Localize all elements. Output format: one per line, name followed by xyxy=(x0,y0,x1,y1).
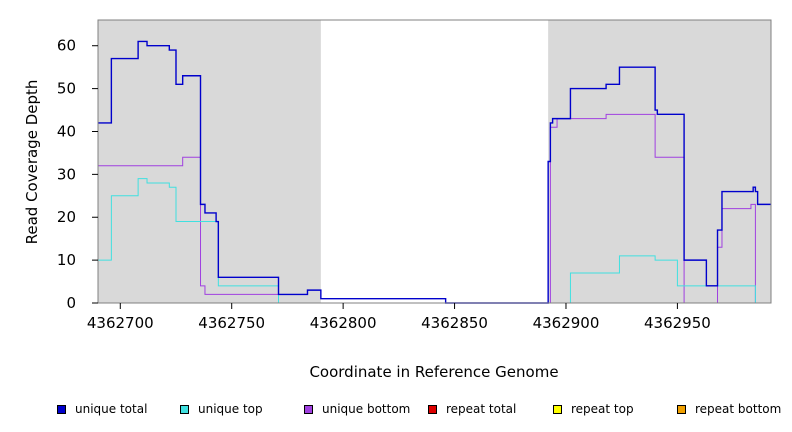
coverage-chart: 0 10 20 30 40 50 60 4362700 4362750 4362800 436285… xyxy=(23,19,772,381)
legend-swatch xyxy=(57,404,66,414)
legend-item-unique-top: unique top xyxy=(180,400,263,418)
legend-label: repeat bottom xyxy=(695,402,782,416)
legend-swatch xyxy=(428,404,437,414)
shaded-region xyxy=(98,20,321,303)
legend-label: unique bottom xyxy=(322,402,411,416)
legend-label: unique total xyxy=(75,402,148,416)
legend-item-repeat-top: repeat top xyxy=(553,400,634,418)
legend-item-repeat-bottom: repeat bottom xyxy=(677,400,781,418)
shaded-region xyxy=(548,20,771,303)
legend-swatch xyxy=(304,404,313,414)
series-line-unique-bottom xyxy=(98,113,771,304)
axes: 0 10 20 30 40 50 60 4362700 4362750 4362800 436285… xyxy=(57,37,711,332)
y-tick-label: 40 xyxy=(57,122,76,140)
x-tick-label: 4362950 xyxy=(644,314,711,332)
legend-label: unique top xyxy=(198,402,263,416)
legend-swatch xyxy=(677,404,686,414)
legend-label: repeat top xyxy=(571,402,634,416)
legend-label: repeat total xyxy=(446,402,517,416)
y-tick-label: 30 xyxy=(57,165,76,183)
legend-item-unique-total: unique total xyxy=(57,400,147,418)
x-axis-title: Coordinate in Reference Genome xyxy=(309,363,558,381)
y-tick-label: 20 xyxy=(57,208,76,226)
shaded-regions xyxy=(98,20,771,303)
y-tick-label: 60 xyxy=(57,37,76,55)
legend-swatch xyxy=(553,404,562,414)
plot-frame xyxy=(97,19,772,304)
y-axis-title: Read Coverage Depth xyxy=(23,80,41,245)
x-tick-label: 4362700 xyxy=(87,314,154,332)
x-tick-label: 4362850 xyxy=(421,314,488,332)
legend-item-unique-bottom: unique bottom xyxy=(304,400,410,418)
legend-swatch xyxy=(180,404,189,414)
x-tick-label: 4362800 xyxy=(310,314,377,332)
legend: unique total unique top unique bottom re… xyxy=(0,400,792,418)
x-tick-label: 4362750 xyxy=(198,314,265,332)
x-tick-label: 4362900 xyxy=(533,314,600,332)
series-line-unique-total xyxy=(98,40,771,304)
legend-item-repeat-total: repeat total xyxy=(428,400,516,418)
y-tick-label: 50 xyxy=(57,80,76,98)
y-tick-label: 10 xyxy=(57,251,76,269)
y-tick-label: 0 xyxy=(66,294,76,312)
